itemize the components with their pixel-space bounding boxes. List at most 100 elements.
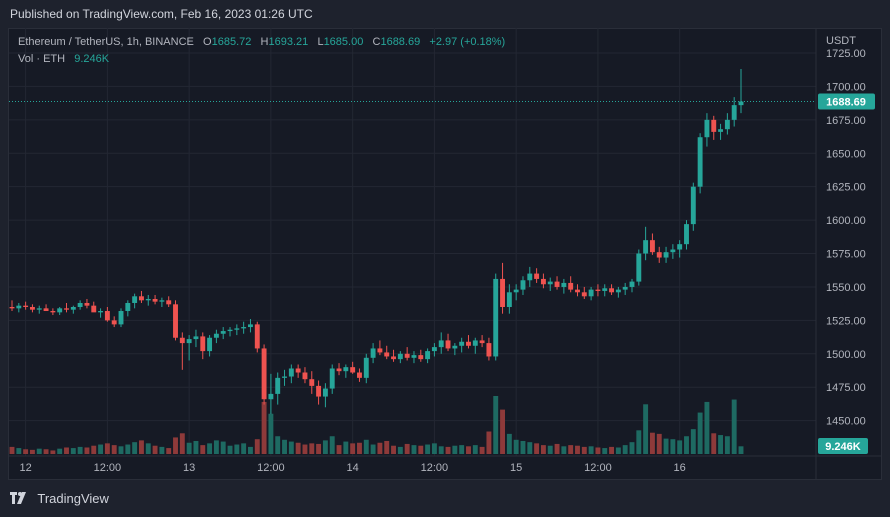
candle-body[interactable] [227, 329, 233, 332]
candle-body[interactable] [404, 353, 410, 358]
candle-body[interactable] [500, 278, 505, 307]
candle-body[interactable] [731, 105, 737, 120]
candle-body[interactable] [159, 300, 165, 302]
candle-body[interactable] [43, 308, 49, 312]
candle-body[interactable] [36, 308, 42, 310]
candle-body[interactable] [241, 327, 247, 329]
candle-body[interactable] [329, 368, 335, 389]
candle-body[interactable] [663, 252, 669, 258]
candle-body[interactable] [166, 300, 172, 305]
candle-body[interactable] [527, 273, 533, 281]
candle-body[interactable] [425, 351, 431, 360]
candle-body[interactable] [656, 252, 662, 258]
candle-body[interactable] [452, 345, 458, 349]
candle-body[interactable] [220, 331, 226, 334]
candle-body[interactable] [118, 311, 124, 325]
candle-body[interactable] [350, 367, 356, 373]
candle-body[interactable] [561, 282, 567, 287]
footer-brand[interactable]: TradingView [10, 488, 109, 510]
candle-body[interactable] [391, 356, 396, 360]
candle-body[interactable] [568, 282, 574, 290]
candle-body[interactable] [343, 367, 349, 372]
candle-body[interactable] [520, 280, 526, 290]
candle-body[interactable] [445, 340, 451, 349]
candle-body[interactable] [357, 372, 362, 378]
candle-body[interactable] [336, 368, 342, 372]
candle-body[interactable] [295, 368, 301, 373]
candle-body[interactable] [77, 302, 83, 307]
candle-body[interactable] [186, 339, 192, 344]
candle-body[interactable] [704, 119, 710, 138]
candle-body[interactable] [377, 348, 383, 353]
candle-body[interactable] [622, 286, 628, 290]
candle-body[interactable] [152, 298, 158, 302]
candle-body[interactable] [302, 372, 308, 380]
candle-body[interactable] [138, 296, 144, 301]
candle-body[interactable] [207, 337, 213, 352]
candle-body[interactable] [554, 281, 560, 287]
candle-body[interactable] [575, 289, 580, 293]
candle-body[interactable] [70, 307, 76, 310]
candle-body[interactable] [384, 352, 390, 357]
candle-body[interactable] [690, 186, 696, 225]
candle-body[interactable] [718, 129, 724, 132]
candle-body[interactable] [581, 292, 587, 297]
legend-symbol[interactable]: Ethereum / TetherUS, 1h, BINANCE [18, 36, 194, 48]
candle-body[interactable] [513, 289, 519, 293]
candle-body[interactable] [363, 357, 369, 378]
candle-body[interactable] [724, 119, 730, 130]
candle-body[interactable] [602, 288, 608, 291]
candle-body[interactable] [738, 101, 744, 106]
candle-body[interactable] [29, 307, 35, 310]
candle-body[interactable] [234, 328, 240, 330]
candle-body[interactable] [145, 298, 151, 301]
candle-body[interactable] [486, 343, 492, 357]
candle-body[interactable] [50, 311, 56, 313]
candle-body[interactable] [684, 224, 689, 245]
candle-body[interactable] [261, 348, 267, 400]
candle-body[interactable] [104, 311, 110, 321]
candle-body[interactable] [636, 253, 642, 282]
candle-body[interactable] [254, 324, 260, 349]
candle-body[interactable] [438, 340, 444, 348]
candle-body[interactable] [466, 341, 471, 346]
candle-body[interactable] [268, 393, 274, 400]
candle-body[interactable] [670, 249, 676, 253]
candle-body[interactable] [132, 296, 138, 303]
candle-body[interactable] [173, 304, 178, 338]
candle-body[interactable] [9, 307, 15, 309]
candle-body[interactable] [697, 137, 703, 187]
candle-body[interactable] [459, 341, 465, 346]
legend-volume-label[interactable]: Vol · ETH [18, 53, 66, 65]
candle-body[interactable] [588, 289, 594, 297]
candle-body[interactable] [615, 289, 621, 293]
candle-body[interactable] [288, 368, 294, 377]
candle-body[interactable] [193, 336, 199, 340]
candle-body[interactable] [91, 305, 97, 313]
candle-body[interactable] [57, 308, 63, 313]
candle-body[interactable] [472, 340, 478, 346]
candle-body[interactable] [418, 355, 424, 360]
candle-body[interactable] [643, 240, 649, 254]
candle-body[interactable] [370, 348, 376, 358]
candle-body[interactable] [84, 302, 90, 306]
candle-body[interactable] [711, 119, 717, 132]
candle-body[interactable] [248, 324, 253, 328]
candle-body[interactable] [479, 340, 485, 344]
candle-body[interactable] [125, 302, 131, 312]
candle-body[interactable] [493, 278, 499, 357]
candle-body[interactable] [397, 353, 403, 360]
candle-body[interactable] [213, 333, 219, 338]
candle-body[interactable] [547, 281, 553, 285]
candle-body[interactable] [275, 377, 281, 394]
candle-body[interactable] [649, 240, 655, 253]
candle-body[interactable] [316, 385, 322, 397]
candle-body[interactable] [595, 289, 601, 291]
candle-body[interactable] [506, 292, 512, 307]
candle-body[interactable] [64, 308, 69, 310]
candle-body[interactable] [282, 376, 287, 378]
candle-body[interactable] [179, 337, 185, 344]
candle-body[interactable] [677, 244, 683, 250]
candle-body[interactable] [411, 355, 417, 358]
